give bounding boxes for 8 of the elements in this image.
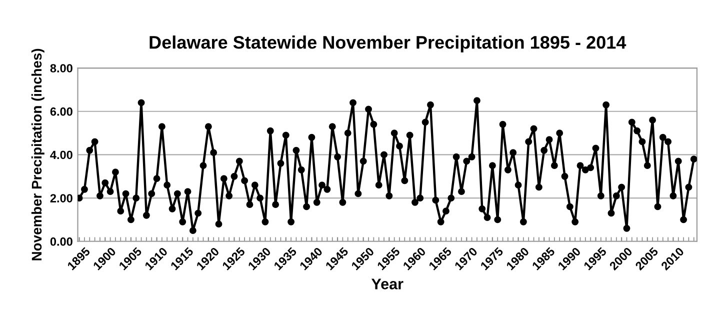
y-axis-title: November Precipitation (inches) xyxy=(31,48,44,260)
y-tick-label: 0.00 xyxy=(50,237,72,246)
y-tick-label: 4.00 xyxy=(50,150,72,160)
chart-title: Delaware Statewide November Precipitation 1895 - 2014 xyxy=(150,36,626,52)
y-tick-label: 6.00 xyxy=(50,107,72,116)
y-tick-label: 2.00 xyxy=(50,194,72,202)
y-tick-label: 8.00 xyxy=(50,64,72,72)
x-axis-title: Year xyxy=(371,278,404,290)
